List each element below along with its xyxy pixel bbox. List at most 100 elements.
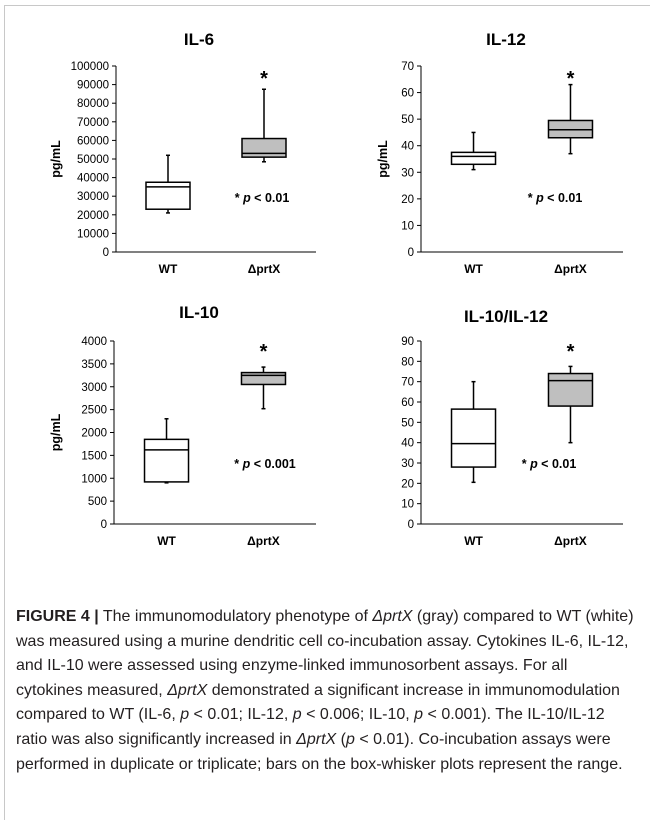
chart-il12: IL-12 0 10 20 30 40 50 60 70 pg/mL WT ΔprtX * * p < 0… [376, 30, 623, 276]
caption-delta-3: ΔprtX [296, 730, 337, 748]
box-iqr [547, 372, 594, 407]
chart-svg: IL-12 0 10 20 30 40 50 60 70 pg/mL WT ΔprtX * * p < 0… [376, 30, 623, 276]
y-tick-label: 70000 [77, 117, 109, 129]
y-tick-label: 40 [401, 141, 414, 153]
y-tick-label: 30 [401, 458, 414, 470]
y-tick-label: 90 [401, 336, 414, 348]
box-iqr [450, 151, 497, 166]
y-axis-label: pg/mL [376, 140, 390, 178]
caption-delta-2: ΔprtX [167, 681, 208, 699]
significance-star: * [260, 68, 268, 90]
y-tick-label: 40 [401, 438, 414, 450]
y-tick-label: 0 [408, 247, 414, 259]
significance-star: * [567, 341, 575, 363]
p-value-annotation: * p < 0.01 [528, 191, 583, 205]
x-category-label: WT [159, 262, 178, 276]
x-category-label: WT [157, 534, 176, 548]
y-tick-label: 20 [401, 478, 414, 490]
y-tick-label: 30000 [77, 191, 109, 203]
x-category-label: WT [464, 262, 483, 276]
p-value-annotation: * p < 0.001 [234, 457, 296, 471]
caption-text-7: ( [336, 730, 346, 748]
caption-text-8: < 0.01). Co-incubation assays were perfo… [16, 730, 623, 773]
y-tick-label: 20000 [77, 210, 109, 222]
y-tick-label: 40000 [77, 173, 109, 185]
y-tick-label: 30 [401, 167, 414, 179]
y-tick-label: 90000 [77, 80, 109, 92]
x-category-label: ΔprtX [247, 534, 280, 548]
caption-text-3: demonstrated a significant increase in i… [16, 681, 620, 724]
chart-title: IL-12 [486, 30, 526, 49]
y-tick-label: 50 [401, 417, 414, 429]
box-plot-deltaprtx [240, 366, 287, 410]
y-tick-label: 70 [401, 61, 414, 73]
y-tick-label: 60 [401, 397, 414, 409]
box-plot-wt [145, 154, 191, 214]
y-tick-label: 0 [101, 519, 107, 531]
y-axis-label: pg/mL [49, 140, 63, 178]
significance-star: * [567, 68, 575, 90]
y-axis-label: pg/mL [49, 413, 63, 451]
y-tick-label: 500 [88, 496, 107, 508]
chart-il6: IL-6 0 10000 20000 30000 40000 50000 60000 70000… [49, 30, 316, 276]
caption-label: FIGURE 4 | [16, 608, 99, 625]
y-tick-label: 2000 [81, 428, 107, 440]
box-iqr [241, 137, 287, 158]
y-tick-label: 80000 [77, 98, 109, 110]
box-iqr [240, 371, 287, 386]
figure-frame [4, 5, 650, 820]
p-value-annotation: * p < 0.01 [522, 457, 577, 471]
box-plot-wt [450, 131, 497, 171]
chart-title: IL-10 [179, 303, 219, 322]
caption-text-6: < 0.001). The IL-10/IL-12 ratio was also… [16, 706, 605, 748]
y-tick-label: 80 [401, 356, 414, 368]
y-tick-label: 1000 [81, 473, 107, 485]
y-tick-label: 0 [103, 247, 109, 259]
y-tick-label: 4000 [81, 336, 107, 348]
y-tick-label: 1500 [81, 450, 107, 462]
y-tick-label: 60 [401, 88, 414, 100]
y-tick-label: 2500 [81, 405, 107, 417]
y-tick-label: 3000 [81, 382, 107, 394]
y-tick-label: 50000 [77, 154, 109, 166]
figure-caption: FIGURE 4 | The immunomodulatory phenotyp… [16, 605, 638, 777]
box-plot-deltaprtx [547, 365, 594, 444]
chart-svg: IL-10/IL-12 0 10 20 30 40 50 60 70 80 90 WT ΔprtX * * … [401, 307, 623, 548]
chart-svg: IL-6 0 10000 20000 30000 40000 50000 60000 70000… [49, 30, 316, 276]
box-plot-wt [450, 380, 497, 484]
caption-text-1: The immunomodulatory phenotype of [98, 608, 373, 625]
chart-title: IL-10/IL-12 [464, 307, 548, 326]
caption-p-4: p [346, 730, 355, 748]
y-tick-label: 0 [408, 519, 414, 531]
x-category-label: ΔprtX [554, 262, 587, 276]
box-plot-wt [143, 418, 190, 484]
chart-svg: IL-10 0 500 1000 1500 2000 2500 3000 3500 4000 pg/… [49, 303, 316, 548]
caption-p-1: p [180, 706, 190, 724]
y-tick-label: 10 [401, 220, 414, 232]
box-plot-deltaprtx [547, 83, 594, 155]
chart-title: IL-6 [184, 30, 214, 49]
y-tick-label: 10 [401, 499, 414, 511]
chart-il10-il12-ratio: IL-10/IL-12 0 10 20 30 40 50 60 70 80 90 WT ΔprtX * * … [401, 307, 623, 548]
y-tick-label: 50 [401, 114, 414, 126]
significance-star: * [260, 341, 268, 363]
box-iqr [143, 438, 190, 483]
caption-text-2: (gray) compared to WT (white) was measur… [16, 608, 634, 699]
p-value-annotation: * p < 0.01 [235, 191, 290, 205]
caption-p-3: p [414, 706, 424, 724]
x-category-label: WT [464, 534, 483, 548]
caption-delta-1: ΔprtX [372, 608, 413, 625]
box-plot-deltaprtx [241, 88, 287, 163]
y-tick-label: 60000 [77, 135, 109, 147]
caption-text-5: < 0.006; IL-10, [301, 706, 415, 724]
y-tick-label: 3500 [81, 359, 107, 371]
y-tick-label: 10000 [77, 228, 109, 240]
x-category-label: ΔprtX [248, 262, 281, 276]
caption-p-2: p [292, 706, 302, 724]
chart-il10: IL-10 0 500 1000 1500 2000 2500 3000 3500 4000 pg/… [49, 303, 316, 548]
caption-text-4: < 0.01; IL-12, [189, 706, 293, 724]
box-iqr [450, 408, 497, 468]
y-tick-label: 20 [401, 194, 414, 206]
y-tick-label: 70 [401, 377, 414, 389]
y-tick-label: 100000 [71, 61, 109, 73]
